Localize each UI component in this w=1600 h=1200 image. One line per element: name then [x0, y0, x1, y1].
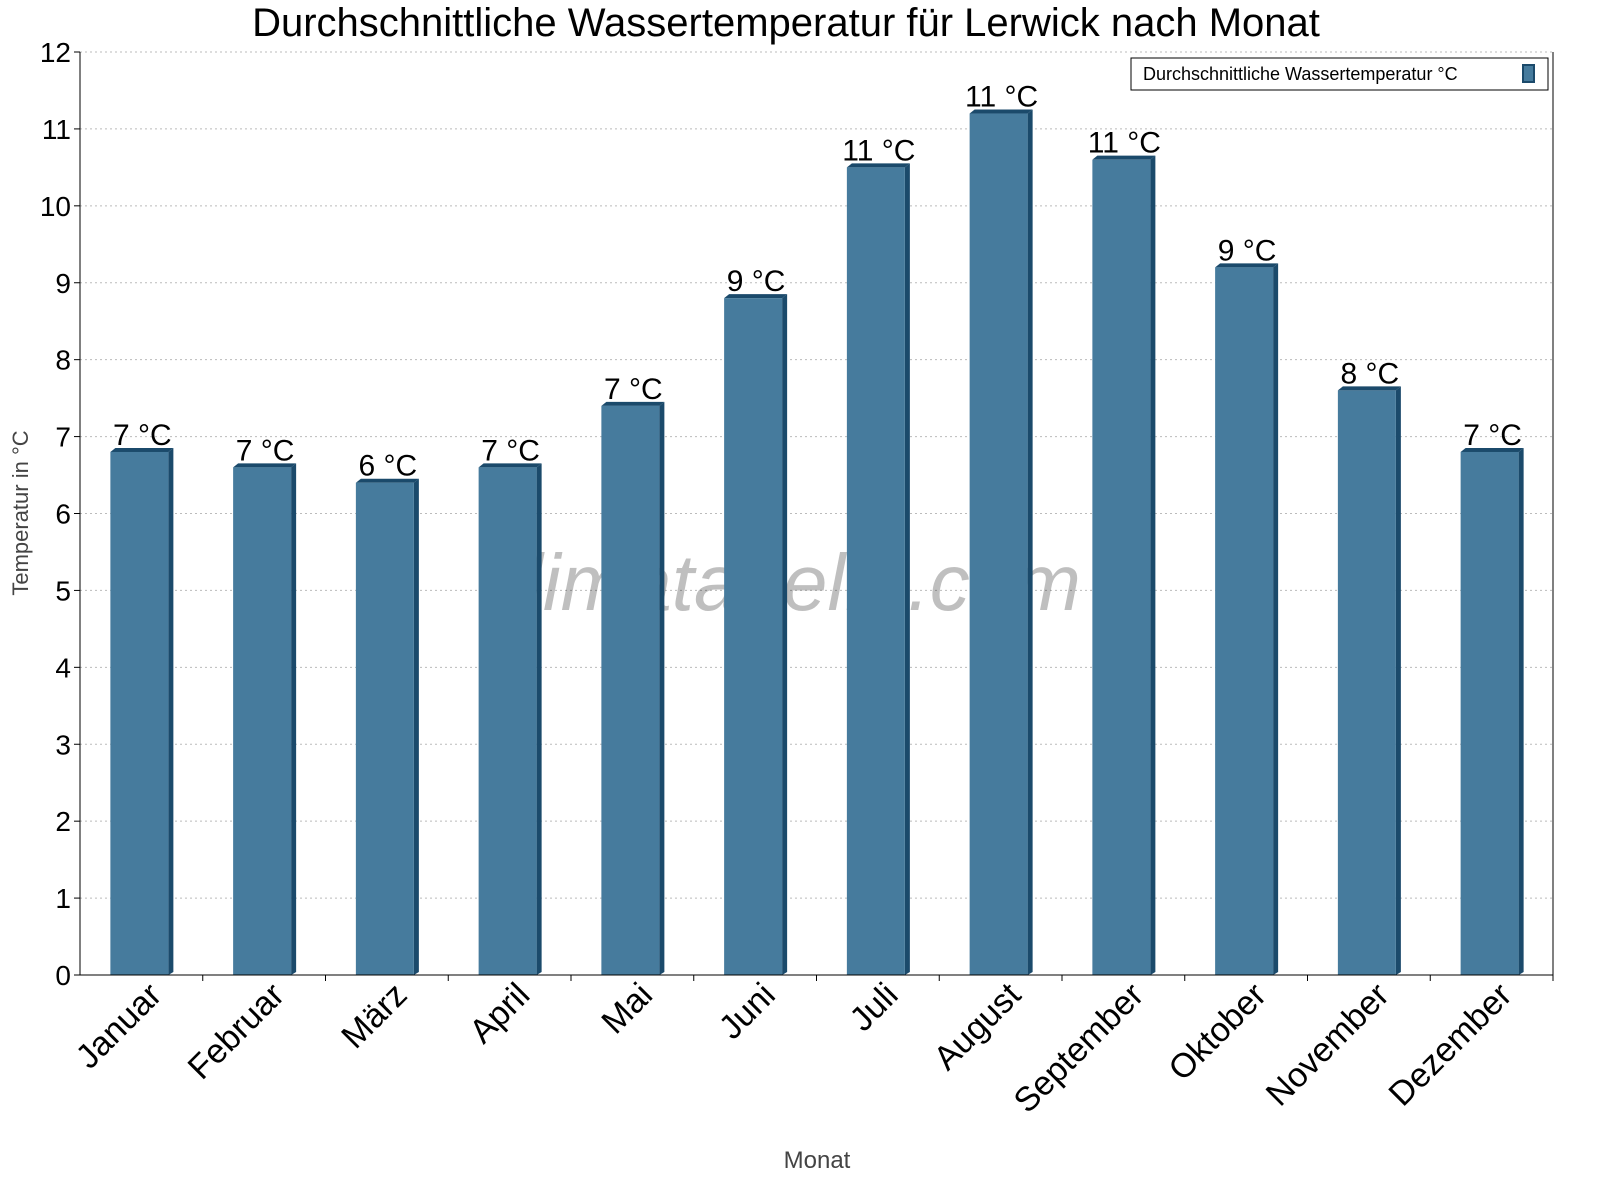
- bar-top: [846, 163, 910, 168]
- bar-side: [1273, 263, 1279, 975]
- y-tick-label: 2: [55, 806, 71, 837]
- x-tick-label: November: [1259, 976, 1397, 1114]
- bar-top: [601, 401, 665, 406]
- x-tick-label: Februar: [181, 976, 292, 1087]
- bar-top: [1460, 447, 1524, 452]
- bar-side: [1027, 109, 1033, 976]
- bar-side: [168, 447, 174, 975]
- data-label: 7 °C: [236, 434, 295, 467]
- x-tick-label: Januar: [69, 976, 169, 1076]
- bar-top: [1215, 263, 1279, 268]
- bar-side: [659, 401, 665, 976]
- x-tick-label: April: [462, 976, 537, 1051]
- y-tick-label: 3: [55, 729, 71, 760]
- bar: [601, 405, 660, 976]
- bar: [233, 467, 292, 975]
- bars: 7 °C 7 °C 6 °C 7 °C 7 °C 9 °C 11 °C 11 °C 11 °C 9…: [110, 81, 1524, 976]
- y-tick-label: 12: [40, 37, 71, 68]
- gridlines: [80, 51, 1553, 899]
- data-label: 11 °C: [842, 134, 915, 167]
- data-label: 7 °C: [604, 373, 663, 406]
- bar: [1092, 159, 1151, 975]
- y-tick-label: 10: [40, 191, 71, 222]
- x-tick-label: August: [927, 975, 1029, 1077]
- bar-side: [1395, 386, 1401, 975]
- y-tick-label: 5: [55, 575, 71, 606]
- bar-top: [1092, 155, 1156, 160]
- y-tick-label: 4: [55, 652, 71, 683]
- y-tick-label: 1: [55, 883, 71, 914]
- y-tick-label: 11: [42, 114, 71, 145]
- bar: [355, 482, 414, 975]
- y-tick-label: 6: [55, 499, 71, 530]
- bar: [1460, 451, 1519, 975]
- bar-top: [724, 294, 788, 299]
- bar: [1215, 267, 1274, 975]
- data-label: 11 °C: [965, 81, 1038, 114]
- y-axis-label: Temperatur in °C: [8, 430, 33, 595]
- bar: [110, 451, 169, 975]
- bar: [846, 167, 905, 975]
- x-tick-label: Juli: [843, 976, 906, 1039]
- bar: [1337, 390, 1396, 975]
- bar-side: [291, 463, 297, 975]
- x-tick-label: März: [334, 976, 414, 1056]
- bar: [478, 467, 537, 975]
- data-label: 11 °C: [1088, 127, 1161, 160]
- bar: [969, 113, 1028, 976]
- bar-top: [110, 447, 174, 452]
- data-label: 8 °C: [1341, 357, 1400, 390]
- y-tick-label: 8: [55, 345, 71, 376]
- bar-side: [536, 463, 542, 975]
- bar-side: [1150, 155, 1156, 975]
- x-tick-label: Mai: [594, 976, 660, 1042]
- legend-swatch: [1522, 64, 1535, 83]
- bar-top: [969, 109, 1033, 114]
- y-tick-label: 7: [55, 422, 71, 453]
- data-label: 7 °C: [1463, 419, 1522, 452]
- bar-top: [478, 463, 542, 468]
- bar-top: [233, 463, 297, 468]
- bar: [724, 298, 783, 976]
- x-tick-label: Oktober: [1161, 976, 1273, 1088]
- data-label: 7 °C: [481, 434, 540, 467]
- data-label: 6 °C: [359, 450, 418, 483]
- bar-side: [904, 163, 910, 975]
- data-label: 9 °C: [1218, 234, 1277, 267]
- bar-side: [1518, 447, 1524, 975]
- x-tick-label: Juni: [712, 976, 783, 1047]
- bar-side: [413, 478, 419, 975]
- x-axis-label: Monat: [784, 1147, 851, 1174]
- legend-box: [1130, 57, 1549, 91]
- y-tick-label: 9: [55, 268, 71, 299]
- bar-top: [1337, 386, 1401, 391]
- x-tick-label: Dezember: [1382, 976, 1520, 1114]
- legend-label: Durchschnittliche Wassertemperatur °C: [1143, 64, 1458, 84]
- bar-side: [782, 294, 788, 976]
- chart-title: Durchschnittliche Wassertemperatur für L…: [252, 1, 1320, 45]
- bar-top: [355, 478, 419, 483]
- data-label: 7 °C: [113, 419, 172, 452]
- x-tick-label: September: [1007, 976, 1151, 1120]
- legend: Durchschnittliche Wassertemperatur °C: [1130, 57, 1549, 91]
- y-tick-label: 0: [55, 960, 71, 991]
- data-label: 9 °C: [727, 265, 786, 298]
